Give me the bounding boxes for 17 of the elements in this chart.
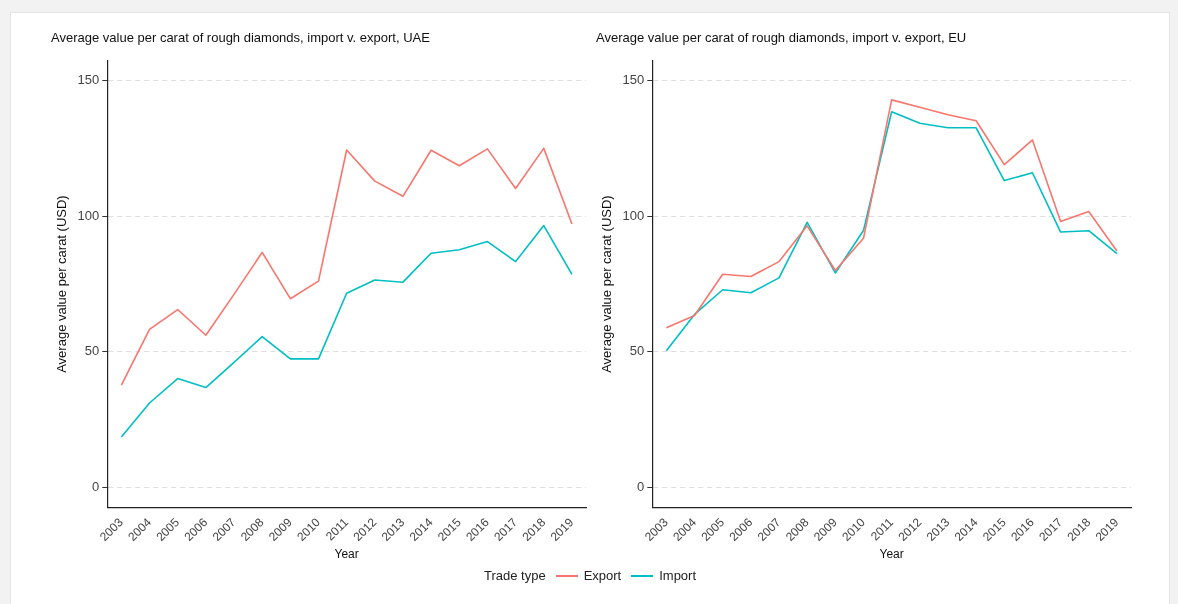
y-tick-label: 150 — [622, 72, 645, 88]
legend-title: Trade type — [483, 568, 546, 583]
y-tick-label: 0 — [637, 478, 645, 494]
chart-title: Average value per carat of rough diamonds, import v. export, UAE — [51, 30, 431, 46]
y-tick-label: 150 — [77, 72, 100, 88]
x-axis-title: Year — [879, 547, 904, 562]
y-tick-label: 50 — [629, 343, 645, 359]
y-axis-title: Average value per carat (USD) — [599, 195, 615, 373]
x-axis-title: Year — [334, 547, 359, 562]
y-axis-title: Average value per carat (USD) — [54, 195, 70, 373]
legend-label: Export — [583, 568, 622, 583]
y-tick-label: 100 — [622, 207, 645, 223]
y-tick-label: 0 — [92, 478, 100, 494]
y-tick-label: 100 — [77, 207, 100, 223]
y-tick-label: 50 — [84, 343, 100, 359]
chart-title: Average value per carat of rough diamonds, import v. export, EU — [596, 30, 967, 46]
legend-label: Import — [659, 568, 697, 583]
